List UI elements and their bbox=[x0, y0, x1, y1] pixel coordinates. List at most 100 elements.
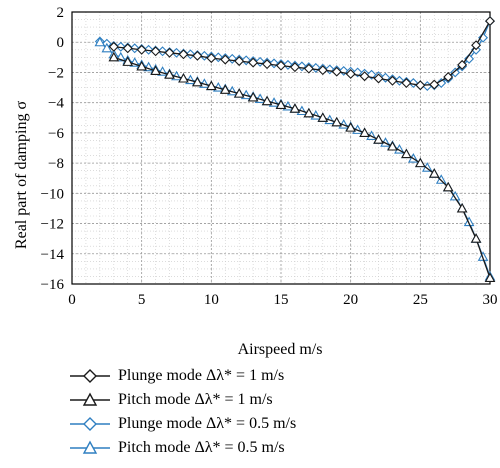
diamond-marker bbox=[143, 44, 154, 55]
diamond-marker bbox=[150, 46, 161, 57]
diamond-marker bbox=[471, 40, 482, 51]
diamond-marker bbox=[331, 66, 342, 77]
diamond-marker bbox=[485, 16, 495, 27]
diamond-marker bbox=[185, 49, 196, 60]
diamond-marker bbox=[171, 47, 182, 58]
triangle-marker bbox=[150, 65, 161, 76]
x-tick-label: 15 bbox=[274, 292, 289, 308]
triangle-marker bbox=[303, 107, 315, 118]
triangle-marker bbox=[359, 127, 370, 137]
triangle-marker bbox=[136, 60, 148, 71]
diamond-marker bbox=[136, 44, 147, 55]
diamond-marker bbox=[262, 59, 273, 70]
diamond-marker bbox=[248, 57, 259, 68]
diamond-marker bbox=[359, 71, 370, 82]
diamond-marker bbox=[345, 68, 356, 79]
x-tick-labels: 0 5 10 15 20 25 30 bbox=[68, 292, 497, 308]
triangle-marker bbox=[275, 99, 287, 110]
x-tick-label: 20 bbox=[343, 292, 358, 308]
diamond-marker bbox=[206, 53, 217, 64]
diamond-marker bbox=[220, 54, 231, 65]
series-line bbox=[113, 20, 491, 86]
triangle-marker bbox=[477, 251, 489, 261]
legend-swatch-diamond-blue bbox=[70, 417, 110, 431]
diamond-marker bbox=[415, 80, 426, 91]
x-tick-label: 25 bbox=[413, 292, 428, 308]
diamond-marker bbox=[401, 78, 412, 89]
y-tick-label: −8 bbox=[48, 156, 64, 172]
y-tick-label: −14 bbox=[41, 247, 65, 263]
diamond-marker bbox=[429, 79, 440, 90]
diamond-marker bbox=[457, 59, 468, 70]
triangle-marker bbox=[143, 61, 154, 72]
triangle-marker bbox=[108, 51, 120, 62]
triangle-marker bbox=[456, 202, 468, 213]
x-tick-label: 0 bbox=[68, 292, 76, 308]
diamond-marker bbox=[352, 67, 363, 78]
triangle-marker bbox=[463, 216, 475, 227]
diamond-marker bbox=[380, 72, 391, 83]
series-layer bbox=[94, 16, 496, 283]
legend-label: Plunge mode Δλ* = 0.5 m/s bbox=[118, 415, 297, 432]
damping-chart: 0 5 10 15 20 25 30 20−2−4−6−8−10−12−14−16 Airs… bbox=[13, 5, 498, 358]
x-axis-label: Airspeed m/s bbox=[238, 341, 323, 358]
triangle-marker bbox=[449, 190, 461, 201]
diamond-marker bbox=[115, 41, 126, 52]
y-tick-labels: 2 0 −2 −4 −6 −8 −10 −12 −14 −16 bbox=[41, 5, 65, 293]
triangle-marker bbox=[484, 272, 496, 283]
triangle-marker bbox=[101, 42, 113, 53]
triangle-marker bbox=[470, 233, 482, 243]
diamond-marker bbox=[373, 73, 384, 84]
legend-swatch-triangle-black bbox=[70, 392, 110, 406]
y-tick-label: 0 bbox=[57, 35, 65, 51]
diamond-marker bbox=[394, 75, 405, 86]
triangle-marker bbox=[401, 148, 412, 159]
series-2 bbox=[108, 51, 496, 283]
triangle-marker bbox=[261, 95, 273, 106]
diamond-marker bbox=[129, 43, 140, 54]
triangle-marker bbox=[219, 84, 231, 94]
triangle-marker bbox=[435, 174, 447, 184]
diamond-marker bbox=[289, 62, 300, 73]
legend: Plunge mode Δλ* = 1 m/s Pitch mode Δλ* =… bbox=[70, 364, 296, 460]
diamond-marker bbox=[199, 50, 210, 61]
diamond-marker bbox=[164, 47, 175, 58]
y-tick-label: −4 bbox=[48, 96, 64, 112]
diamond-marker bbox=[122, 43, 133, 54]
triangle-marker bbox=[94, 36, 106, 47]
triangle-marker bbox=[247, 91, 259, 102]
y-axis-label: Real part of damping σ bbox=[13, 101, 30, 250]
diamond-marker bbox=[303, 63, 314, 74]
legend-swatch-triangle-blue bbox=[70, 440, 110, 454]
triangle-marker bbox=[178, 72, 189, 83]
diamond-marker bbox=[387, 75, 398, 86]
triangle-marker bbox=[414, 157, 426, 168]
y-tick-label: −10 bbox=[41, 186, 64, 202]
diamond-marker bbox=[276, 60, 286, 71]
diamond-marker bbox=[227, 53, 238, 64]
legend-label: Pitch mode Δλ* = 1 m/s bbox=[118, 391, 273, 408]
legend-swatch-diamond-black bbox=[70, 369, 110, 383]
y-tick-label: −16 bbox=[41, 277, 65, 293]
series-line bbox=[113, 56, 491, 279]
diamond-marker bbox=[450, 67, 461, 78]
legend-item-pitch-1: Pitch mode Δλ* = 1 m/s bbox=[70, 388, 296, 412]
y-tick-label: −6 bbox=[48, 126, 64, 142]
triangle-marker bbox=[331, 116, 343, 127]
triangle-marker bbox=[122, 56, 134, 66]
legend-item-plunge-05: Plunge mode Δλ* = 0.5 m/s bbox=[70, 412, 296, 436]
diamond-marker bbox=[317, 65, 328, 76]
triangle-marker bbox=[129, 57, 141, 67]
plot-frame bbox=[71, 11, 491, 285]
triangle-marker bbox=[205, 80, 217, 91]
triangle-marker bbox=[373, 134, 384, 144]
x-tick-label: 30 bbox=[483, 292, 498, 308]
legend-item-plunge-1: Plunge mode Δλ* = 1 m/s bbox=[70, 364, 296, 388]
diamond-marker bbox=[192, 50, 203, 61]
triangle-marker bbox=[192, 76, 203, 87]
x-tick-label: 10 bbox=[204, 292, 219, 308]
triangle-marker bbox=[233, 88, 245, 98]
y-tick-label: −2 bbox=[48, 65, 64, 81]
legend-item-pitch-05: Pitch mode Δλ* = 0.5 m/s bbox=[70, 436, 296, 460]
legend-label: Pitch mode Δλ* = 0.5 m/s bbox=[118, 439, 285, 456]
